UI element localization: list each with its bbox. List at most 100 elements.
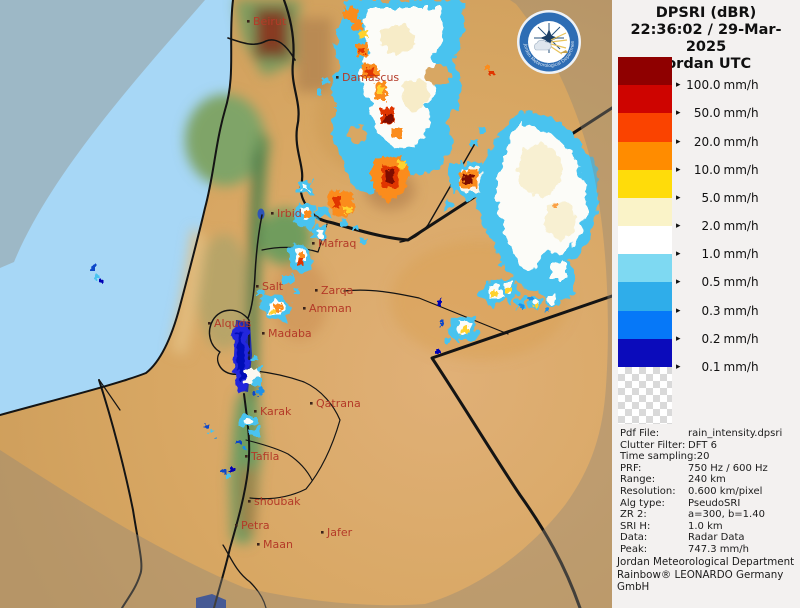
metadata-row: Data: Radar Data [620, 532, 796, 544]
legend-value: 5.0 [701, 190, 721, 205]
legend-swatch [618, 197, 672, 227]
metadata-label: Range: [620, 474, 656, 486]
radar-range-fade [0, 0, 612, 608]
city-label: Tafila [245, 450, 279, 463]
legend-value: 0.2 [701, 331, 721, 346]
city-dot [245, 455, 248, 458]
legend-row: ▸ 2.0 mm/h [618, 197, 796, 233]
city-name: Petra [241, 519, 270, 532]
legend-unit: mm/h [723, 162, 759, 177]
legend-unit: mm/h [723, 359, 759, 374]
metadata-value: 747.3 mm/h [688, 543, 749, 555]
legend-value: 10.0 [693, 162, 721, 177]
legend-row: ▸ 0.2 mm/h [618, 310, 796, 346]
mediterranean-sea [0, 0, 233, 415]
legend-row: ▸ 20.0 mm/h [618, 113, 796, 149]
city-name: Damascus [342, 71, 399, 84]
metadata-value: 240 km [688, 474, 726, 486]
legend-value: 100.0 [686, 78, 721, 93]
city-name: Irbid [277, 207, 302, 220]
legend-swatch [618, 282, 672, 311]
legend-arrow-icon: ▸ [676, 333, 681, 344]
metadata-row: Alg type: PseudoSRI [620, 498, 796, 510]
city-label: Irbid [271, 207, 302, 220]
terrain-relief [170, 0, 570, 545]
legend-arrow-icon: ▸ [676, 192, 681, 203]
precip-layer [91, 0, 599, 478]
legend-label: ▸ 100.0 mm/h [676, 77, 759, 93]
legend-unit: mm/h [723, 134, 759, 149]
city-dot [271, 212, 274, 215]
metadata-label: Peak: [620, 543, 648, 555]
metadata-value: 1.0 km [688, 520, 723, 532]
city-name: Maan [263, 538, 293, 551]
city-name: shoubak [254, 495, 301, 508]
city-dot [312, 242, 315, 245]
metadata-value: rain_intensity.dpsri [688, 428, 783, 439]
city-name: Mafraq [318, 237, 356, 250]
metadata-value: Radar Data [688, 532, 745, 544]
panel-header: DPSRI (dBR) 22:36:02 / 29-Mar-2025 Jorda… [612, 5, 800, 73]
radar-map: Jordan Meteorological Department Beirut … [0, 0, 612, 608]
legend-transparent-swatch [618, 366, 672, 424]
city-dot [336, 76, 339, 79]
footer-agency: Jordan Meteorological Department [617, 556, 795, 568]
city-dot [247, 20, 250, 23]
color-legend: ▸ 100.0 mm/h ▸ 50.0 mm/h ▸ 20.0 [618, 57, 796, 424]
metadata-label: Data: [620, 532, 648, 544]
city-label: Petra [235, 519, 270, 532]
city-name: Tafila [250, 450, 279, 463]
legend-unit: mm/h [723, 78, 759, 93]
legend-row: ▸ 100.0 mm/h [618, 57, 796, 92]
legend-unit: mm/h [723, 106, 759, 121]
legend-value: 20.0 [693, 134, 721, 149]
legend-arrow-icon: ▸ [676, 221, 681, 232]
legend-swatch [618, 141, 672, 170]
legend-label: ▸ 50.0 mm/h [676, 105, 759, 121]
city-dot [257, 543, 260, 546]
legend-label: ▸ 20.0 mm/h [676, 134, 759, 150]
city-label: Zarqa [315, 284, 353, 297]
legend-value: 50.0 [693, 106, 721, 121]
metadata-row: Clutter Filter: DFT 6 [620, 440, 796, 452]
city-label: shoubak [248, 495, 301, 508]
city-dot [310, 402, 313, 405]
city-dot [208, 322, 211, 325]
city-label: Karak [254, 405, 292, 418]
metadata-label: SRI H: [620, 520, 651, 532]
legend-value: 0.3 [701, 303, 721, 318]
legend-arrow-icon: ▸ [676, 361, 681, 372]
legend-label: ▸ 5.0 mm/h [676, 190, 759, 206]
legend-value: 2.0 [701, 219, 721, 234]
legend-swatch [618, 113, 672, 142]
city-name: Qatrana [316, 397, 361, 410]
city-label: Alquds [208, 317, 252, 330]
city-label: Madaba [262, 327, 312, 340]
city-name: Zarqa [321, 284, 353, 297]
legend-unit: mm/h [723, 190, 759, 205]
legend-arrow-icon: ▸ [676, 249, 681, 260]
city-label: Beirut [247, 15, 287, 28]
sea-of-galilee [257, 208, 265, 220]
city-dot [235, 524, 238, 527]
legend-arrow-icon: ▸ [676, 277, 681, 288]
city-dot [315, 289, 318, 292]
metadata-label: Alg type: [620, 497, 665, 509]
legend-row: ▸ 1.0 mm/h [618, 226, 796, 261]
legend-scale: ▸ 100.0 mm/h ▸ 50.0 mm/h ▸ 20.0 [618, 57, 796, 374]
city-dot [248, 500, 251, 503]
agency-logo: Jordan Meteorological Department [515, 5, 581, 74]
legend-value: 1.0 [701, 247, 721, 262]
metadata-label: Time sampling: [620, 451, 697, 463]
city-label: Mafraq [312, 237, 356, 250]
metadata-value: DFT 6 [688, 439, 717, 451]
city-dot [303, 307, 306, 310]
metadata-label: ZR 2: [620, 509, 647, 521]
legend-label: ▸ 0.3 mm/h [676, 303, 759, 319]
timestamp: 22:36:02 / 29-Mar-2025 [630, 22, 782, 55]
info-panel: DPSRI (dBR) 22:36:02 / 29-Mar-2025 Jorda… [612, 0, 800, 608]
legend-label: ▸ 2.0 mm/h [676, 218, 759, 234]
metadata-label: Pdf File: [620, 428, 660, 439]
radar-map-canvas: Jordan Meteorological Department Beirut … [0, 0, 612, 608]
